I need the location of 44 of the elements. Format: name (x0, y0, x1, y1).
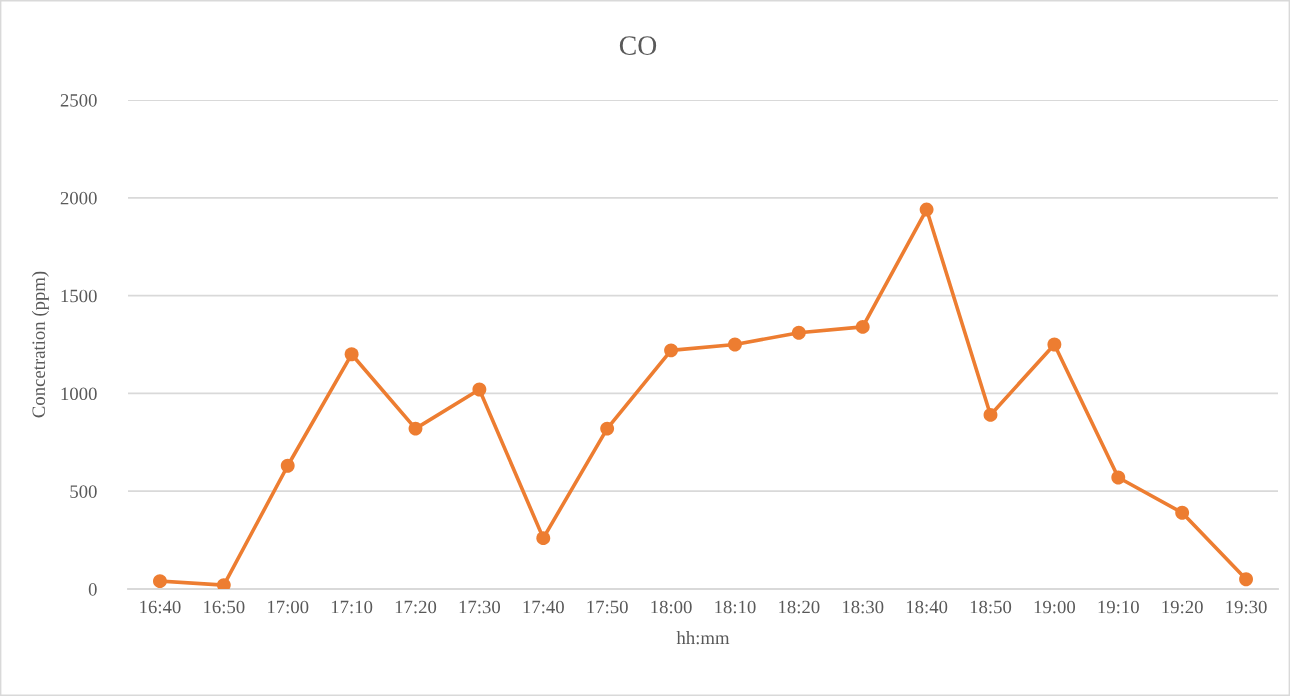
x-tick-label: 18:30 (843, 600, 884, 614)
x-tick-label: 17:30 (459, 600, 501, 614)
x-tick-label: 17:20 (395, 600, 437, 614)
point (1047, 337, 1062, 352)
point (1175, 505, 1190, 520)
y-axis-title: Concetration (ppm) (31, 271, 49, 418)
point (600, 421, 615, 436)
point (1239, 572, 1253, 587)
x-tick-label: 17:50 (587, 600, 628, 614)
x-tick-label: 19:10 (1098, 600, 1139, 614)
point (153, 574, 167, 589)
x-tick-label: 17:00 (268, 600, 309, 614)
y-tick-label: 0 (88, 583, 97, 596)
y-tick-label: 500 (70, 485, 97, 498)
point (728, 337, 742, 352)
x-tick-label: 19:30 (1226, 600, 1267, 614)
x-tick-label: 18:50 (970, 600, 1012, 614)
point (472, 382, 487, 397)
y-tick-label: 2000 (60, 191, 97, 205)
point (536, 531, 551, 546)
x-tick-label: 18:20 (779, 600, 820, 614)
x-tick-label: 16:50 (204, 600, 245, 614)
x-axis-title: hh:mm (676, 631, 730, 645)
point (408, 421, 423, 436)
x-tick-label: 18:00 (651, 600, 692, 614)
x-tick-label: 18:40 (906, 600, 948, 614)
x-tick-label: 19:20 (1162, 600, 1203, 614)
point (344, 347, 359, 362)
x-tick-label: 19:00 (1034, 600, 1076, 614)
x-tick-label: 16:40 (140, 600, 181, 614)
x-tick-label: 17:10 (331, 600, 373, 614)
point (280, 458, 295, 473)
point (983, 407, 998, 422)
x-tick-label: 17:40 (523, 600, 564, 614)
point (791, 325, 806, 340)
y-tick-label: 2500 (60, 94, 97, 107)
y-tick-label: 1500 (61, 289, 97, 303)
chart-title: CO (619, 36, 657, 55)
point (919, 202, 934, 217)
x-tick-label: 18:10 (715, 600, 756, 614)
point (664, 343, 678, 358)
point (1111, 470, 1126, 485)
point (855, 319, 870, 334)
y-tick-label: 1000 (61, 387, 97, 401)
